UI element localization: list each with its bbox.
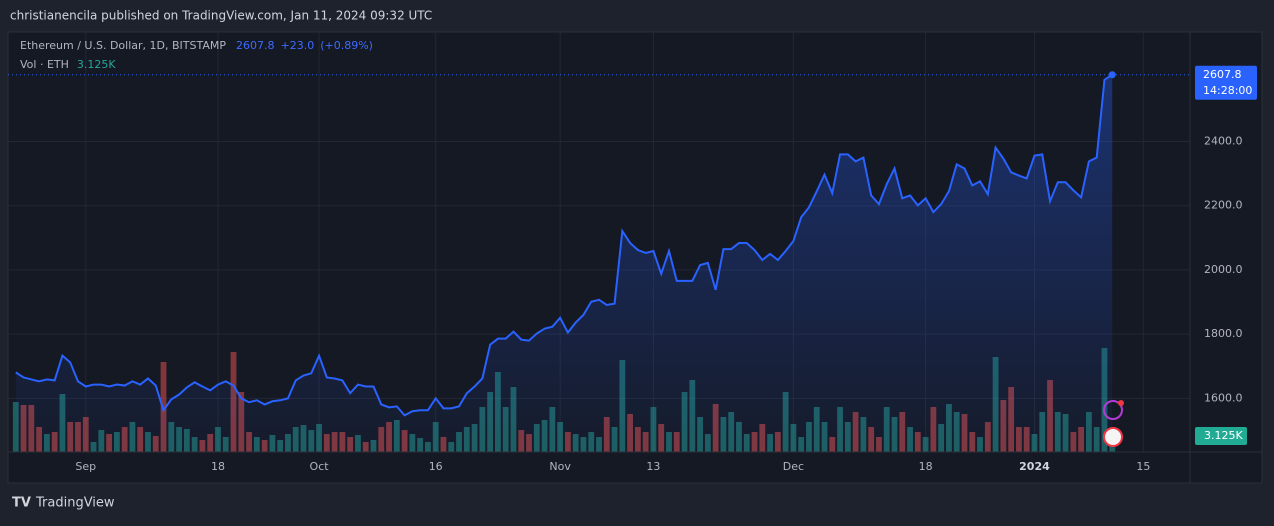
publish-note: christianencila published on TradingView… xyxy=(10,9,432,23)
x-tick-label: Nov xyxy=(549,460,571,473)
price-label: 2607.8 xyxy=(1203,68,1242,81)
volume-label: 3.125K xyxy=(1204,429,1243,442)
event-icon[interactable] xyxy=(1103,400,1123,420)
y-tick-label: 2400.0 xyxy=(1204,134,1243,147)
x-tick-label: 15 xyxy=(1136,460,1150,473)
legend-volume: Vol · ETH xyxy=(20,58,69,71)
price-line xyxy=(15,73,1113,417)
x-tick-label: Oct xyxy=(310,460,330,473)
flag-icon[interactable] xyxy=(1103,427,1123,447)
event-dot xyxy=(1118,400,1124,406)
x-tick-label: 18 xyxy=(211,460,225,473)
x-tick-label: 2024 xyxy=(1019,460,1050,473)
x-tick-label: 16 xyxy=(429,460,443,473)
legend-volume-value: 3.125K xyxy=(77,58,116,71)
legend-symbol: Ethereum / U.S. Dollar, 1D, BITSTAMP xyxy=(20,39,226,52)
legend-change: +23.0 xyxy=(281,39,315,52)
last-point xyxy=(1108,71,1116,79)
x-tick-label: 13 xyxy=(646,460,660,473)
brand-name: TradingView xyxy=(35,496,115,511)
x-tick-label: 18 xyxy=(919,460,933,473)
y-tick-label: 1800.0 xyxy=(1204,327,1243,340)
legend-change-pct: (+0.89%) xyxy=(320,39,373,52)
legend-price: 2607.8 xyxy=(236,39,275,52)
countdown: 14:28:00 xyxy=(1203,84,1252,97)
x-tick-label: Sep xyxy=(75,460,96,473)
brand-logo: TV xyxy=(12,496,31,511)
volume-label-box xyxy=(1195,427,1247,445)
price-label-box xyxy=(1195,65,1257,100)
x-tick-label: Dec xyxy=(783,460,804,473)
y-tick-label: 1600.0 xyxy=(1204,391,1243,404)
y-tick-label: 2000.0 xyxy=(1204,263,1243,276)
plot xyxy=(8,71,1190,453)
y-tick-label: 2200.0 xyxy=(1204,199,1243,212)
